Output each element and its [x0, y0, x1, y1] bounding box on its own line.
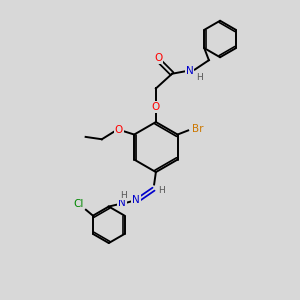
Text: O: O: [152, 102, 160, 112]
Text: H: H: [120, 190, 127, 200]
Text: N: N: [132, 195, 140, 205]
Text: H: H: [196, 74, 202, 82]
Text: O: O: [154, 53, 163, 63]
Text: H: H: [158, 186, 165, 195]
Text: Cl: Cl: [73, 199, 83, 209]
Text: Br: Br: [192, 124, 203, 134]
Text: N: N: [118, 198, 126, 208]
Text: O: O: [115, 125, 123, 135]
Text: N: N: [186, 66, 194, 76]
